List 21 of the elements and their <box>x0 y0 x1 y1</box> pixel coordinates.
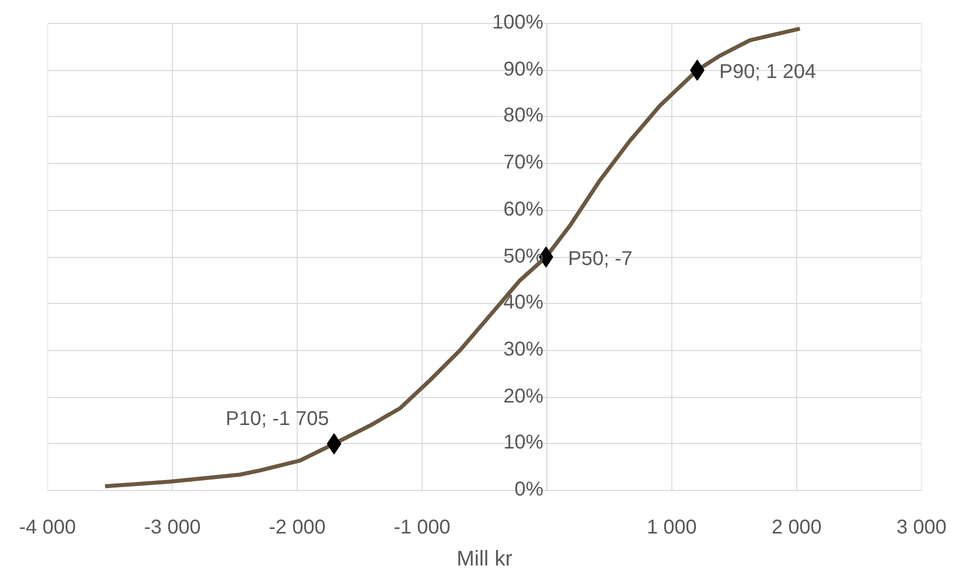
annotation: P50; -7 <box>568 248 633 270</box>
x-tick-label: -4 000 <box>19 516 76 538</box>
y-tick-label: 30% <box>503 338 544 362</box>
y-tick-label: 70% <box>503 152 544 175</box>
x-tick-label: 3 000 <box>896 516 947 538</box>
y-tick-label: 0% <box>514 478 544 502</box>
x-tick-label: -2 000 <box>268 516 326 538</box>
x-tick-label: -1 000 <box>394 516 450 538</box>
y-tick-label: 80% <box>503 104 544 128</box>
y-tick-label: 60% <box>503 198 544 222</box>
y-tick-label: 20% <box>503 385 544 408</box>
x-tick-label: 2 000 <box>772 516 822 538</box>
x-tick-label: -3 000 <box>144 516 201 538</box>
y-tick-label: 10% <box>503 432 544 455</box>
y-tick-label: 90% <box>503 58 544 82</box>
x-axis-title: Mill kr <box>456 546 512 570</box>
annotation: P10; -1 705 <box>226 408 330 430</box>
y-tick-label: 100% <box>492 12 544 34</box>
x-tick-label: 1 000 <box>646 516 697 538</box>
y-tick-label: 40% <box>503 292 544 315</box>
annotation: P90; 1 204 <box>719 61 816 84</box>
